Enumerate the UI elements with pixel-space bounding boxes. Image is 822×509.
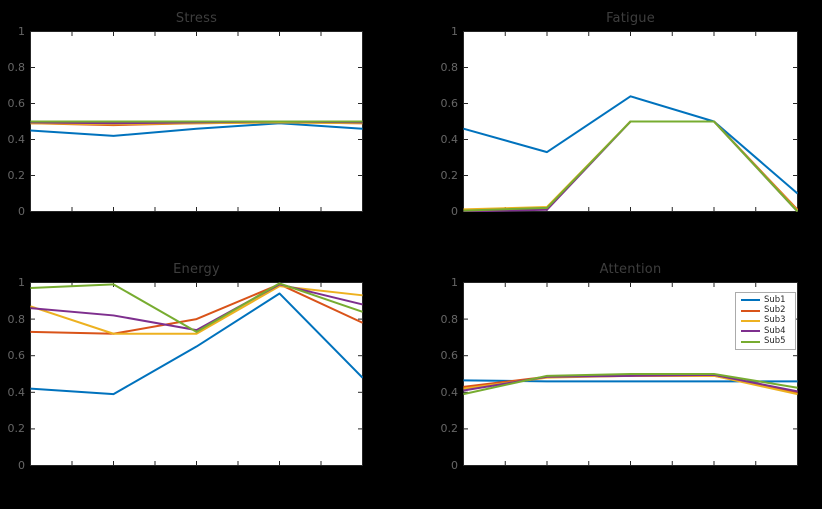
y-tick-label: 1 (451, 276, 458, 289)
y-tick-label: 0 (18, 459, 25, 472)
legend-entry-sub1: Sub1 (736, 294, 795, 305)
legend-line-sample (741, 299, 760, 302)
plot-title-fatigue: Fatigue (606, 11, 655, 26)
y-tick-label: 0.4 (440, 385, 459, 399)
plot-area (30, 31, 363, 212)
y-tick-label: 0 (18, 205, 25, 218)
legend-label: Sub4 (764, 325, 786, 336)
legend-line-sample (741, 330, 760, 333)
y-tick-label: 0.6 (7, 349, 26, 363)
y-tick-label: 0.8 (7, 312, 26, 326)
subplot-stress: Stress 0 0.2 0.4 0.6 0.8 1 (8, 11, 363, 218)
y-tick-label: 0 (451, 205, 458, 218)
y-tick-label: 0.4 (7, 385, 26, 399)
y-tick-label: 0.2 (7, 169, 26, 182)
legend-entry-sub5: Sub5 (736, 337, 795, 346)
y-tick-label: 0.4 (7, 133, 26, 146)
y-tick-label: 0.6 (440, 97, 459, 110)
plot-area (463, 31, 798, 212)
legend-entry-sub4: Sub4 (736, 325, 795, 336)
axes-box (30, 282, 363, 466)
series-line-sub5 (463, 120, 798, 212)
series-line-sub4 (30, 283, 363, 332)
subplot-energy: Energy 0 0.2 0.4 0.6 0.8 1 (8, 262, 363, 472)
legend-label: Sub5 (764, 336, 786, 347)
plot-title-stress: Stress (175, 11, 218, 26)
legend-label: Sub2 (764, 305, 786, 316)
y-tick-label: 0.4 (440, 133, 459, 146)
series-line-sub1 (30, 122, 363, 137)
y-tick-label: 1 (451, 25, 458, 38)
legend-entry-sub2: Sub2 (736, 306, 795, 315)
axes-stress: 0 0.2 0.4 0.6 0.8 1 (8, 25, 363, 218)
legend-label: Sub3 (764, 315, 786, 326)
legend-line-sample (741, 319, 760, 322)
series-line-sub3 (30, 285, 363, 335)
plot-area (30, 282, 363, 466)
y-tick-label: 0 (451, 459, 458, 472)
y-tick-label: 0.6 (440, 349, 459, 363)
series-line-sub5 (30, 282, 363, 333)
legend-entry-sub3: Sub3 (736, 316, 795, 325)
y-tick-label: 0.8 (7, 61, 26, 74)
legend: Sub1 Sub2 Sub3 Sub4 Sub5 (735, 292, 796, 350)
y-tick-label: 0.2 (440, 422, 459, 436)
legend-line-sample (741, 340, 760, 343)
y-tick-label: 1 (18, 25, 25, 38)
y-tick-label: 0.8 (440, 312, 459, 326)
legend-label: Sub1 (764, 294, 786, 305)
plot-title-attention: Attention (599, 262, 662, 277)
subplot-attention: Attention 0 0.2 0.4 0.6 0.8 1 Sub1 Sub2 Sub3 Sub4… (441, 262, 798, 472)
subplot-fatigue: Fatigue 0 0.2 0.4 0.6 0.8 1 (441, 11, 798, 218)
series-line-sub1 (463, 95, 798, 195)
plot-title-energy: Energy (173, 262, 220, 277)
axes-energy: 0 0.2 0.4 0.6 0.8 1 (8, 276, 363, 472)
series-line-sub5 (463, 373, 798, 396)
y-tick-label: 0.6 (7, 97, 26, 110)
series-line-sub1 (30, 292, 363, 396)
y-tick-label: 1 (18, 276, 25, 289)
axes-fatigue: 0 0.2 0.4 0.6 0.8 1 (441, 25, 798, 218)
legend-line-sample (741, 309, 760, 312)
axes-attention: 0 0.2 0.4 0.6 0.8 1 Sub1 Sub2 Sub3 Sub4 Sub5 (441, 276, 798, 472)
y-tick-label: 0.8 (440, 61, 459, 74)
series-line-sub2 (30, 283, 363, 335)
y-tick-label: 0.2 (7, 422, 26, 436)
y-tick-label: 0.2 (440, 169, 459, 182)
